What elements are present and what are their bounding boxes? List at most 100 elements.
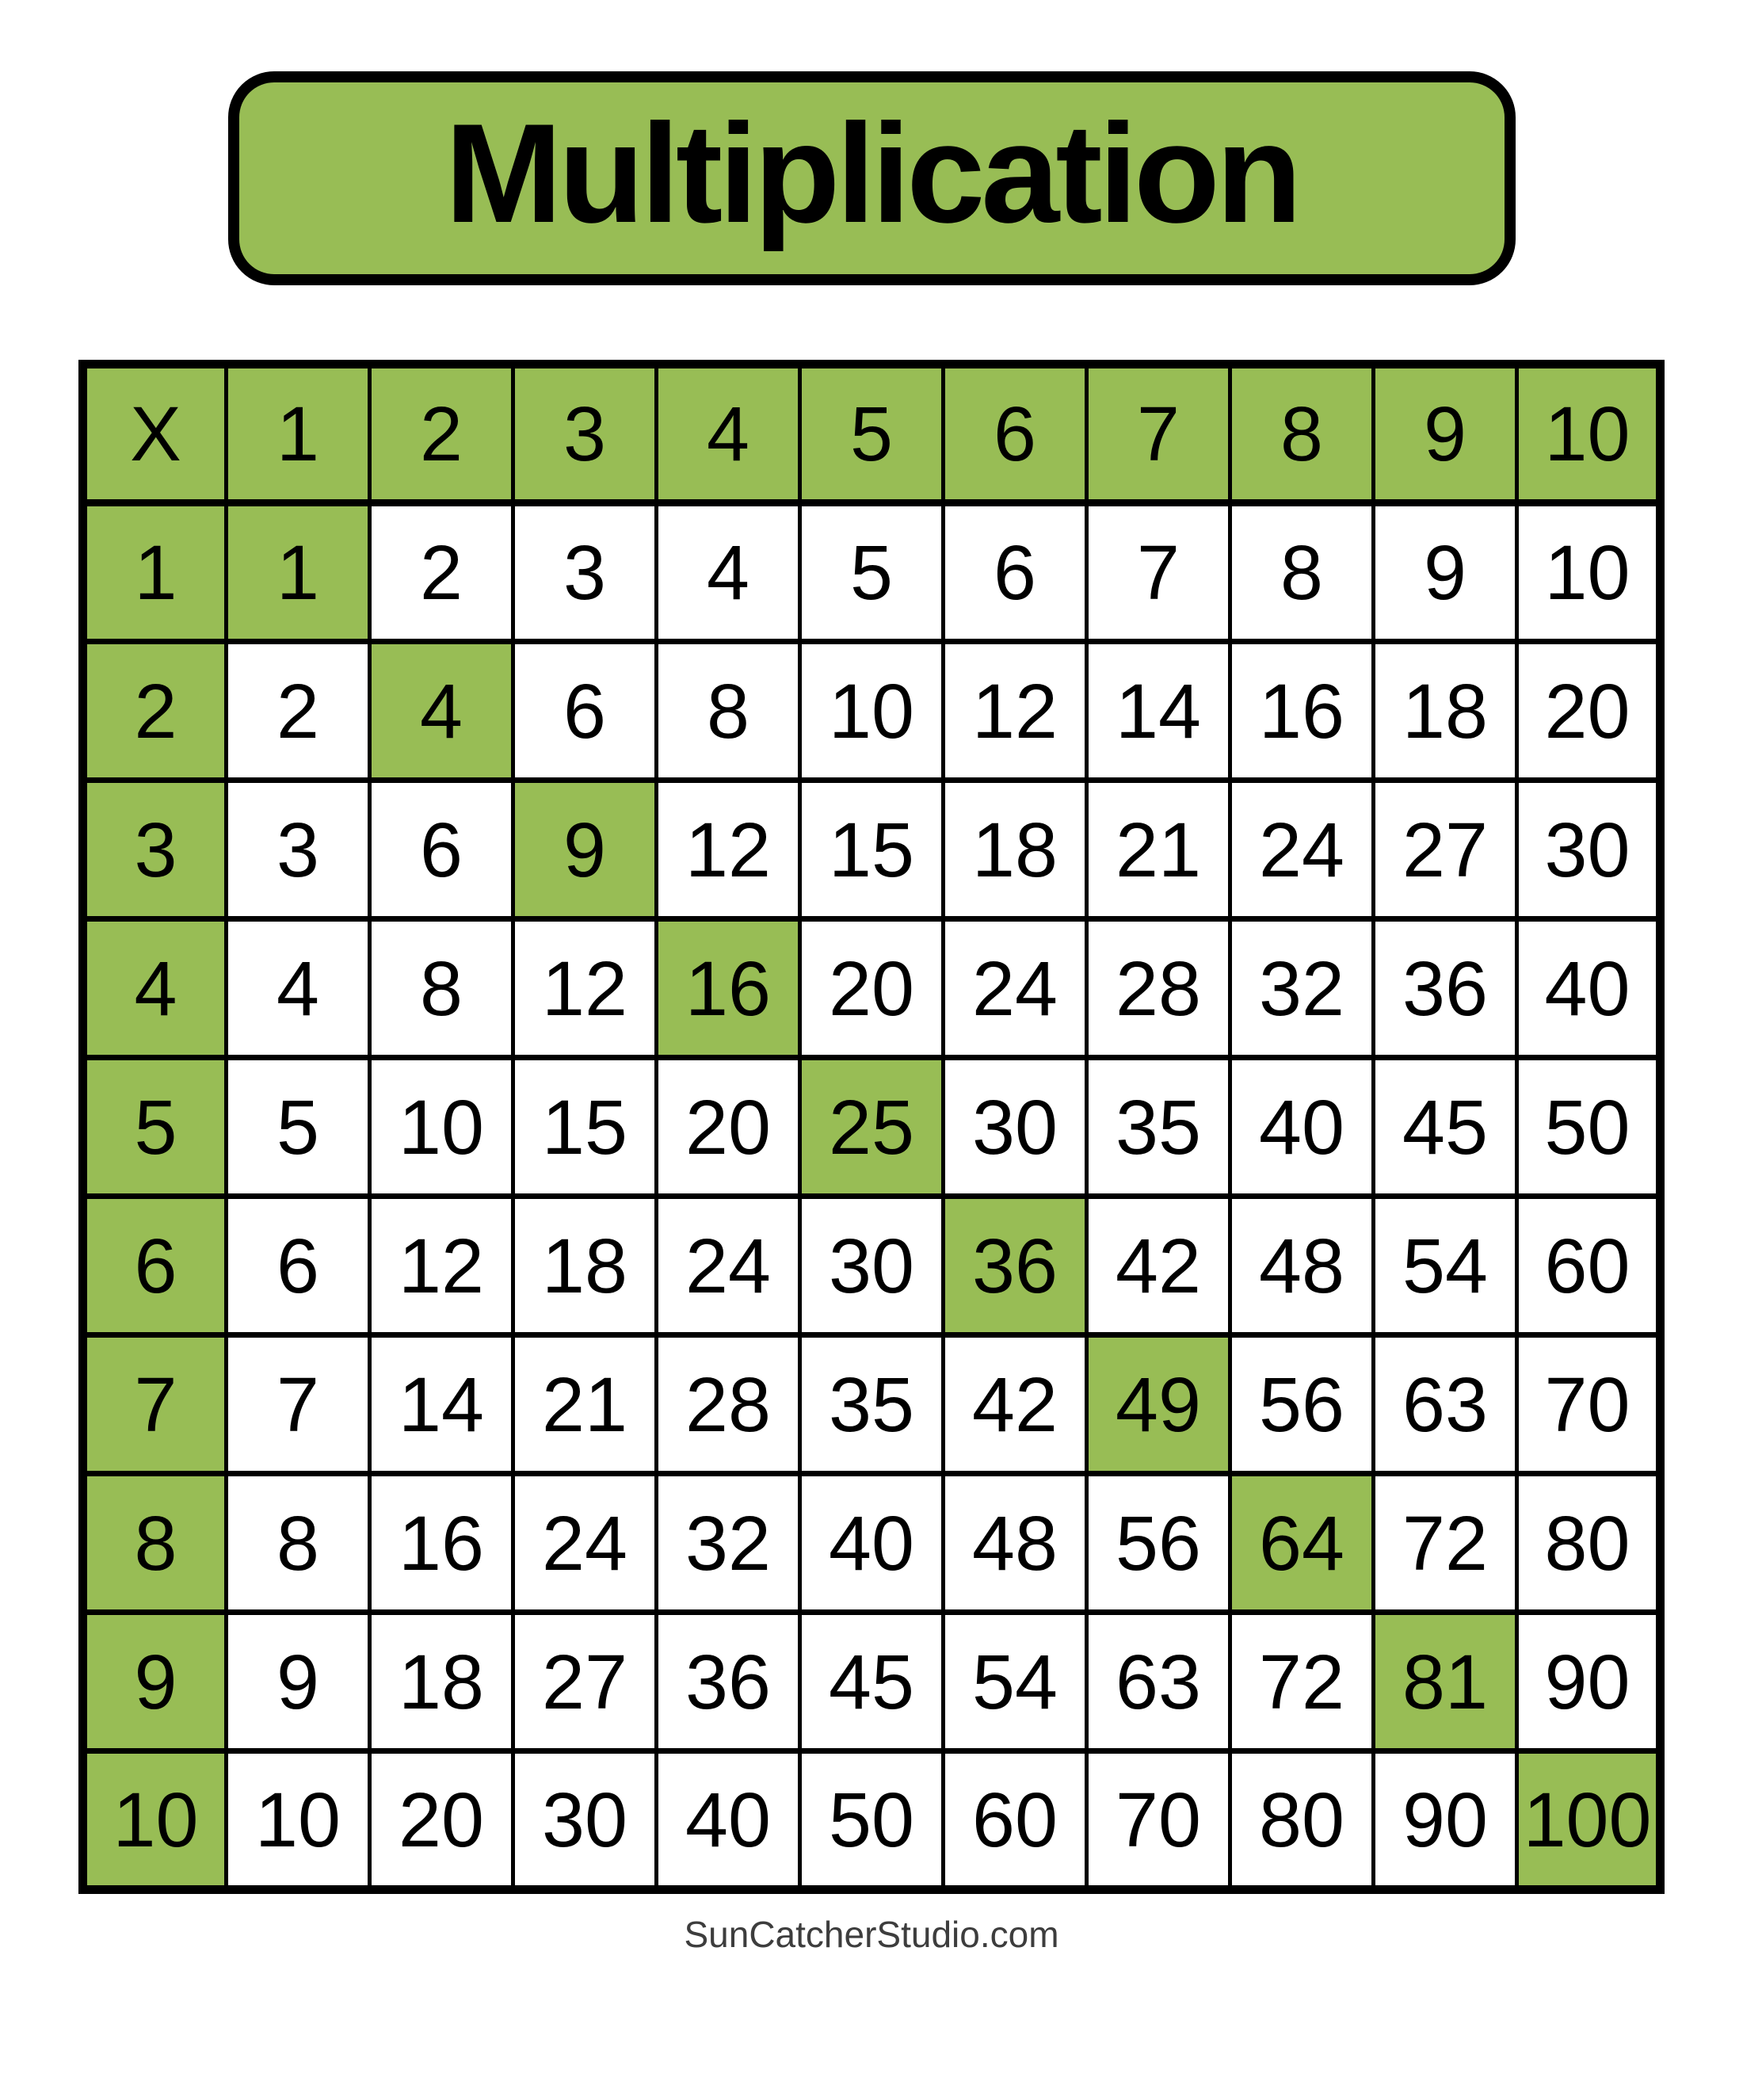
table-row: 2 2 4 6 8 10 12 14 16 18 20	[81, 639, 1662, 783]
product-cell: 42	[1085, 1193, 1232, 1338]
product-cell: 28	[654, 1332, 802, 1476]
product-cell: 64	[1228, 1471, 1375, 1615]
product-cell: 16	[368, 1471, 515, 1615]
product-cell: 10	[1515, 500, 1662, 644]
product-cell: 81	[1371, 1609, 1519, 1754]
product-cell: 10	[224, 1748, 372, 1892]
product-cell: 14	[1085, 639, 1232, 783]
product-cell: 72	[1371, 1471, 1519, 1615]
product-cell: 36	[654, 1609, 802, 1754]
product-cell: 5	[224, 1055, 372, 1199]
column-header-cell: 4	[654, 361, 802, 506]
product-cell: 50	[1515, 1055, 1662, 1199]
product-cell: 40	[1228, 1055, 1375, 1199]
product-cell: 56	[1228, 1332, 1375, 1476]
column-header-cell: 8	[1228, 361, 1375, 506]
product-cell: 15	[511, 1055, 658, 1199]
product-cell: 5	[798, 500, 945, 644]
footer-credit: SunCatcherStudio.com	[684, 1914, 1059, 1955]
row-header-cell: 1	[81, 500, 228, 644]
product-cell: 20	[368, 1748, 515, 1892]
product-cell: 40	[798, 1471, 945, 1615]
product-cell: 40	[1515, 916, 1662, 1060]
product-cell: 100	[1515, 1748, 1662, 1892]
row-header-cell: 8	[81, 1471, 228, 1615]
row-header-cell: 10	[81, 1748, 228, 1892]
product-cell: 6	[224, 1193, 372, 1338]
product-cell: 60	[1515, 1193, 1662, 1338]
column-header-cell: 6	[941, 361, 1089, 506]
product-cell: 48	[1228, 1193, 1375, 1338]
column-header-cell: 10	[1515, 361, 1662, 506]
product-cell: 15	[798, 777, 945, 922]
product-cell: 60	[941, 1748, 1089, 1892]
product-cell: 90	[1371, 1748, 1519, 1892]
column-header-cell: 1	[224, 361, 372, 506]
table-row: 7 7 14 21 28 35 42 49 56 63 70	[81, 1332, 1662, 1476]
product-cell: 9	[1371, 500, 1519, 644]
product-cell: 9	[224, 1609, 372, 1754]
product-cell: 70	[1085, 1748, 1232, 1892]
row-header-cell: 2	[81, 639, 228, 783]
product-cell: 54	[941, 1609, 1089, 1754]
product-cell: 24	[1228, 777, 1375, 922]
column-header-cell: 9	[1371, 361, 1519, 506]
product-cell: 21	[1085, 777, 1232, 922]
product-cell: 36	[1371, 916, 1519, 1060]
product-cell: 90	[1515, 1609, 1662, 1754]
product-cell: 16	[654, 916, 802, 1060]
product-cell: 54	[1371, 1193, 1519, 1338]
product-cell: 12	[941, 639, 1089, 783]
table-row: 10 10 20 30 40 50 60 70 80 90 100	[81, 1748, 1662, 1892]
product-cell: 45	[798, 1609, 945, 1754]
column-header-cell: 5	[798, 361, 945, 506]
column-header-cell: 2	[368, 361, 515, 506]
product-cell: 20	[654, 1055, 802, 1199]
product-cell: 45	[1371, 1055, 1519, 1199]
product-cell: 70	[1515, 1332, 1662, 1476]
product-cell: 3	[224, 777, 372, 922]
page-title: Multiplication	[444, 94, 1302, 252]
product-cell: 12	[368, 1193, 515, 1338]
product-cell: 32	[654, 1471, 802, 1615]
product-cell: 20	[1515, 639, 1662, 783]
product-cell: 4	[224, 916, 372, 1060]
product-cell: 1	[224, 500, 372, 644]
table-row: 3 3 6 9 12 15 18 21 24 27 30	[81, 777, 1662, 922]
product-cell: 9	[511, 777, 658, 922]
table-row: 1 1 2 3 4 5 6 7 8 9 10	[81, 500, 1662, 644]
product-cell: 30	[1515, 777, 1662, 922]
product-cell: 16	[1228, 639, 1375, 783]
title-banner: Multiplication	[227, 71, 1516, 285]
product-cell: 56	[1085, 1471, 1232, 1615]
product-cell: 63	[1371, 1332, 1519, 1476]
product-cell: 10	[798, 639, 945, 783]
product-cell: 35	[798, 1332, 945, 1476]
column-header-cell: 3	[511, 361, 658, 506]
product-cell: 50	[798, 1748, 945, 1892]
multiplication-table-body: X 1 2 3 4 5 6 7 8 9 10 1 1 2 3 4 5 6 7 8 9 10 2 2 4 6 8 10 12 14 16 18 2…	[81, 361, 1662, 1892]
product-cell: 36	[941, 1193, 1089, 1338]
product-cell: 24	[654, 1193, 802, 1338]
product-cell: 8	[368, 916, 515, 1060]
product-cell: 6	[368, 777, 515, 922]
product-cell: 18	[941, 777, 1089, 922]
product-cell: 8	[1228, 500, 1375, 644]
product-cell: 21	[511, 1332, 658, 1476]
product-cell: 63	[1085, 1609, 1232, 1754]
row-header-cell: 3	[81, 777, 228, 922]
product-cell: 42	[941, 1332, 1089, 1476]
product-cell: 27	[1371, 777, 1519, 922]
column-header-cell: 7	[1085, 361, 1232, 506]
product-cell: 24	[941, 916, 1089, 1060]
product-cell: 27	[511, 1609, 658, 1754]
table-row: 6 6 12 18 24 30 36 42 48 54 60	[81, 1193, 1662, 1338]
product-cell: 4	[654, 500, 802, 644]
product-cell: 2	[368, 500, 515, 644]
table-row: 4 4 8 12 16 20 24 28 32 36 40	[81, 916, 1662, 1060]
product-cell: 18	[511, 1193, 658, 1338]
product-cell: 8	[224, 1471, 372, 1615]
product-cell: 80	[1515, 1471, 1662, 1615]
product-cell: 6	[511, 639, 658, 783]
product-cell: 30	[941, 1055, 1089, 1199]
